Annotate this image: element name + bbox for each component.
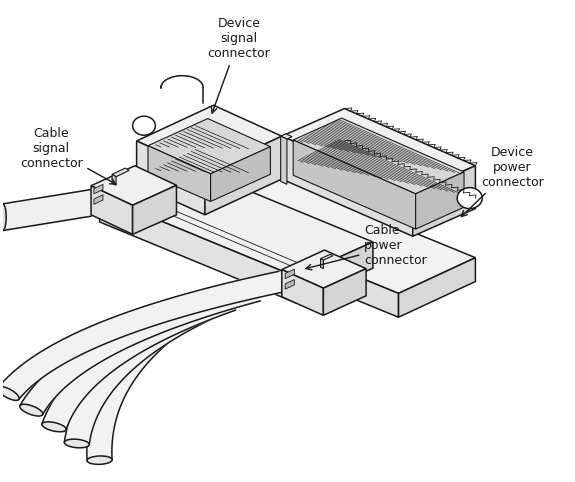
- Polygon shape: [42, 291, 235, 430]
- Text: Device
signal
connector: Device signal connector: [208, 17, 270, 113]
- Polygon shape: [20, 281, 260, 415]
- Polygon shape: [137, 105, 282, 172]
- Polygon shape: [148, 146, 210, 201]
- Polygon shape: [148, 119, 270, 174]
- Polygon shape: [296, 242, 373, 303]
- Polygon shape: [282, 136, 413, 236]
- Polygon shape: [293, 118, 464, 194]
- Circle shape: [457, 187, 482, 209]
- Polygon shape: [205, 136, 282, 215]
- Circle shape: [133, 116, 155, 135]
- Polygon shape: [91, 166, 177, 205]
- Polygon shape: [112, 174, 116, 185]
- Polygon shape: [416, 172, 464, 229]
- Polygon shape: [137, 141, 205, 215]
- Polygon shape: [281, 134, 292, 139]
- Polygon shape: [282, 250, 366, 288]
- Polygon shape: [91, 186, 133, 234]
- Polygon shape: [323, 268, 366, 315]
- Polygon shape: [320, 254, 333, 260]
- Ellipse shape: [64, 439, 89, 448]
- Polygon shape: [64, 301, 211, 445]
- Ellipse shape: [0, 387, 19, 401]
- Polygon shape: [285, 269, 294, 279]
- Polygon shape: [210, 147, 270, 201]
- Ellipse shape: [42, 422, 66, 432]
- Polygon shape: [282, 108, 476, 193]
- Polygon shape: [281, 136, 287, 184]
- Ellipse shape: [0, 204, 6, 230]
- Polygon shape: [285, 280, 294, 289]
- Polygon shape: [112, 168, 129, 177]
- Text: Cable
power
connector: Cable power connector: [306, 224, 427, 270]
- Polygon shape: [99, 161, 373, 277]
- Polygon shape: [0, 271, 285, 400]
- Polygon shape: [94, 195, 103, 204]
- Polygon shape: [282, 269, 323, 315]
- Polygon shape: [133, 185, 177, 234]
- Polygon shape: [87, 312, 187, 461]
- Polygon shape: [94, 184, 103, 194]
- Polygon shape: [137, 186, 398, 317]
- Polygon shape: [137, 150, 476, 294]
- Text: Device
power
connector: Device power connector: [462, 146, 544, 216]
- Ellipse shape: [20, 404, 43, 416]
- Polygon shape: [293, 140, 416, 229]
- Text: Cable
signal
connector: Cable signal connector: [20, 127, 116, 184]
- Polygon shape: [398, 258, 476, 317]
- Ellipse shape: [87, 456, 112, 464]
- Polygon shape: [413, 166, 476, 236]
- Polygon shape: [99, 196, 296, 303]
- Polygon shape: [320, 259, 323, 268]
